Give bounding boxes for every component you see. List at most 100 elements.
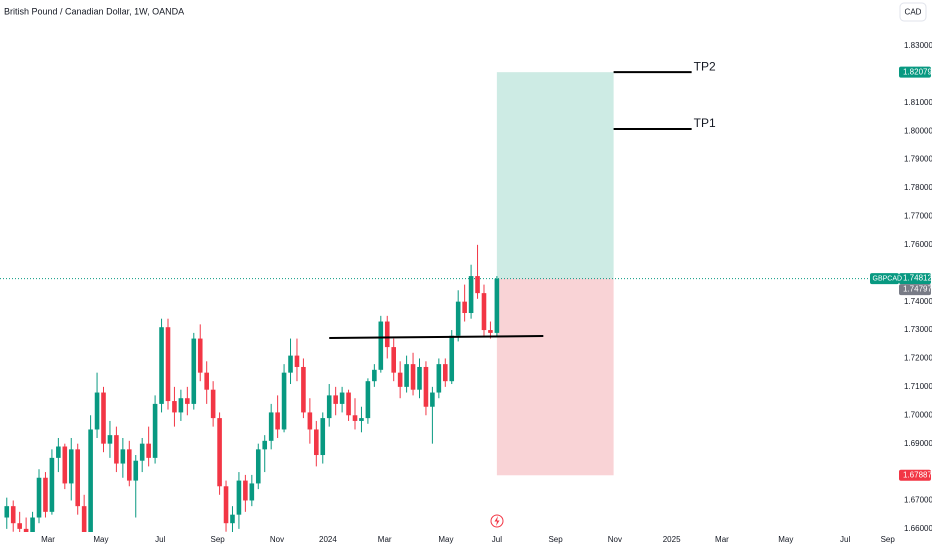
candle-body [230, 514, 235, 524]
candle-body [320, 418, 326, 456]
candle-body [159, 327, 164, 404]
price-badge [899, 469, 931, 481]
candle-body [81, 506, 87, 532]
candle-body [333, 395, 338, 404]
candle-body [455, 301, 461, 336]
y-tick-label: 1.66000 [904, 524, 932, 533]
candle-body [68, 449, 74, 484]
candle-body [217, 418, 222, 487]
price-badge [899, 273, 931, 285]
currency-label: CAD [905, 8, 922, 17]
candle-body [139, 443, 145, 461]
candle-body [494, 278, 500, 333]
candle-body [43, 477, 48, 512]
candle-body [236, 480, 242, 515]
target-label: TP2 [694, 59, 716, 73]
candle-body [391, 347, 397, 373]
candle-body [75, 449, 81, 507]
candle-body [49, 457, 55, 512]
plot-area: TP2 TP1 [0, 59, 898, 532]
candle-body [417, 366, 422, 390]
x-tick-label: Jul [155, 535, 165, 544]
target-label: TP1 [694, 116, 716, 130]
candle-body [365, 381, 371, 419]
price-badge [899, 66, 931, 78]
y-tick-label: 1.83000 [904, 41, 932, 50]
x-tick-label: Jul [492, 535, 502, 544]
candle-body [410, 364, 416, 390]
y-tick-label: 1.73000 [904, 325, 932, 334]
y-tick-label: 1.67000 [904, 496, 932, 505]
candle-body [488, 330, 493, 333]
candle-body [210, 389, 216, 419]
x-tick-label: Mar [715, 535, 729, 544]
x-tick-label: Sep [211, 535, 226, 544]
candle-body [307, 412, 313, 430]
candle-body [378, 321, 384, 370]
candle-body [326, 395, 332, 419]
price-badge-label: 1.74812 [903, 274, 932, 283]
candle-body [301, 366, 306, 413]
candle-body [114, 435, 119, 464]
x-tick-label: Jul [840, 535, 850, 544]
candle-body [475, 276, 480, 294]
price-badge-label: 1.82079 [903, 67, 932, 76]
y-tick-label: 1.72000 [904, 354, 932, 363]
currency-button[interactable] [899, 2, 927, 22]
candle-body [462, 301, 467, 314]
candle-body [107, 435, 113, 444]
candle-body [23, 528, 29, 532]
x-tick-label: Sep [881, 535, 896, 544]
candle-body [346, 392, 351, 416]
x-tick-label: 2024 [319, 535, 337, 544]
y-tick-label: 1.69000 [904, 439, 932, 448]
candle-body [56, 446, 61, 458]
candle-body [359, 418, 364, 421]
candle-body [36, 477, 42, 518]
x-tick-label: Mar [41, 535, 55, 544]
candle-body [294, 355, 300, 367]
candle-body [4, 506, 10, 518]
candle-body [88, 429, 93, 532]
candle-body [152, 403, 158, 458]
loss-zone [496, 278, 614, 476]
candle-body [275, 412, 280, 430]
x-tick-label: May [778, 535, 793, 544]
candle-body [404, 364, 409, 387]
candle-body [262, 440, 268, 450]
candle-body [10, 506, 16, 524]
price-badge-label: 1.74797 [903, 285, 932, 294]
candle-body [30, 517, 35, 532]
x-tick-label: Sep [548, 535, 563, 544]
candle-body [255, 449, 261, 484]
x-tick-label: May [438, 535, 453, 544]
candle-body [288, 355, 293, 373]
candle-body [352, 415, 358, 421]
candle-body [397, 372, 403, 387]
x-tick-label: Mar [378, 535, 392, 544]
y-tick-label: 1.76000 [904, 240, 932, 249]
candle-body [468, 276, 474, 314]
symbol-label: GBPCAD [873, 275, 903, 282]
candle-body [339, 392, 345, 404]
price-badge-label: 1.67887 [903, 470, 932, 479]
candle-body [126, 449, 132, 481]
y-tick-label: 1.81000 [904, 98, 932, 107]
y-tick-label: 1.70000 [904, 410, 932, 419]
candle-body [442, 364, 448, 382]
event-bolt [494, 516, 500, 526]
candle-body [165, 327, 171, 402]
event-icon[interactable] [490, 514, 504, 528]
candle-body [204, 372, 209, 390]
x-tick-label: Nov [270, 535, 284, 544]
candle-body [481, 293, 487, 331]
candle-body [197, 338, 203, 373]
candle-body [384, 321, 390, 348]
candle-body [172, 401, 177, 413]
candle-body [191, 338, 197, 404]
candle-body [281, 372, 287, 430]
candle-body [185, 398, 190, 404]
y-tick-label: 1.79000 [904, 155, 932, 164]
chart-title: British Pound / Canadian Dollar, 1W, OAN… [4, 6, 184, 16]
